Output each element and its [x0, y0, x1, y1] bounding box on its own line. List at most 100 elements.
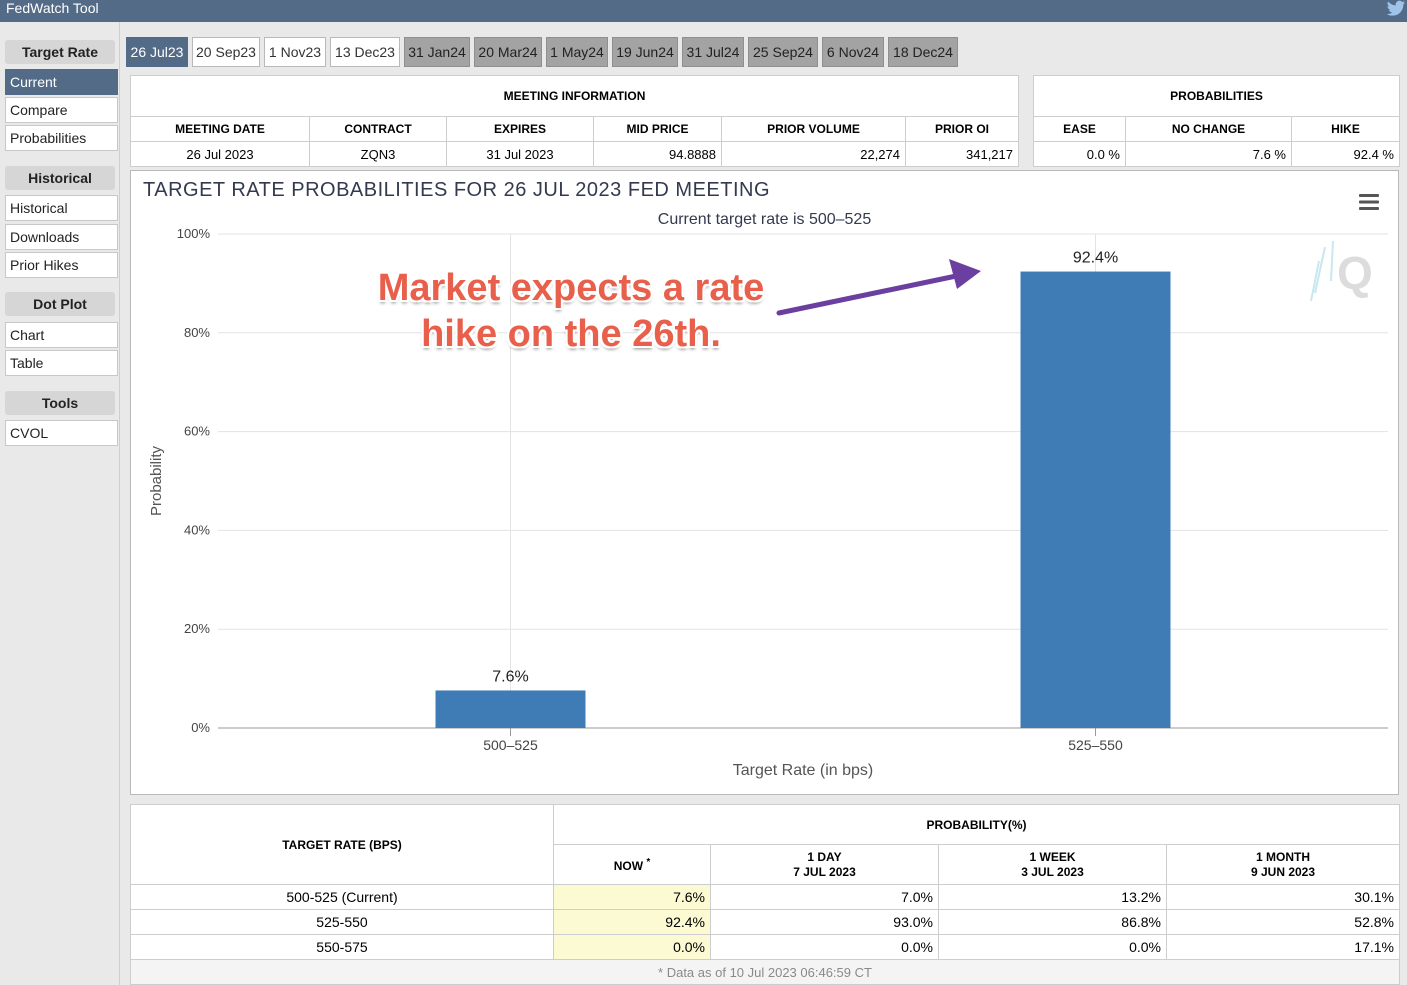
bar: [1020, 271, 1171, 728]
now-cell: 92.4%: [553, 909, 711, 935]
column-label: 1 MONTH: [1256, 849, 1310, 864]
probability-bar-chart: 0% 20% 40% 60% 80% 100% 7.6% 500–525 92.4% 525–55…: [148, 226, 1388, 779]
sidebar-item-historical[interactable]: Historical: [5, 195, 118, 221]
main-content: 26 Jul23 20 Sep23 1 Nov23 13 Dec23 31 Ja…: [120, 22, 1407, 985]
probabilities-title: PROBABILITIES: [1033, 75, 1400, 117]
x-tick-label: 525–550: [1068, 737, 1123, 753]
column-label: NOW: [613, 858, 644, 873]
tab-meeting[interactable]: 19 Jun24: [612, 37, 678, 67]
expires-value: 31 Jul 2023: [446, 141, 594, 167]
data-label: 7.6%: [492, 668, 528, 685]
chart-panel: 0% 20% 40% 60% 80% 100% 7.6% 500–525 92.4% 525–55…: [130, 170, 1399, 795]
tab-meeting[interactable]: 20 Mar24: [474, 37, 542, 67]
table-row: 550-575 0.0% 0.0% 0.0% 17.1%: [130, 934, 1400, 960]
sidebar-item-prior-hikes[interactable]: Prior Hikes: [5, 252, 118, 278]
y-tick-label: 40%: [184, 522, 210, 537]
tab-meeting[interactable]: 31 Jan24: [404, 37, 470, 67]
tab-meeting[interactable]: 26 Jul23: [126, 37, 188, 67]
prior-oi-value: 341,217: [905, 141, 1019, 167]
column-header: CONTRACT: [309, 116, 447, 142]
column-date: 3 JUL 2023: [1021, 864, 1084, 879]
svg-text:Q: Q: [1337, 247, 1373, 299]
now-cell: 0.0%: [553, 934, 711, 960]
tab-meeting[interactable]: 1 Nov23: [264, 37, 326, 67]
hamburger-menu-icon[interactable]: [1358, 193, 1380, 211]
rate-cell: 500-525 (Current): [130, 884, 554, 910]
no-change-value: 7.6 %: [1125, 141, 1292, 167]
data-label: 92.4%: [1073, 250, 1118, 267]
meeting-date-value: 26 Jul 2023: [130, 141, 310, 167]
x-axis-title: Target Rate (in bps): [733, 762, 874, 779]
value-cell: 93.0%: [710, 909, 939, 935]
probability-header: PROBABILITY(%): [553, 804, 1400, 845]
prior-volume-value: 22,274: [721, 141, 906, 167]
sidebar-item-compare[interactable]: Compare: [5, 97, 118, 123]
value-cell: 17.1%: [1166, 934, 1400, 960]
column-header-1-day: 1 DAY 7 JUL 2023: [710, 844, 939, 885]
sidebar-head-target-rate: Target Rate: [5, 40, 115, 64]
data-as-of-footnote: * Data as of 10 Jul 2023 06:46:59 CT: [130, 959, 1400, 985]
sidebar-item-chart[interactable]: Chart: [5, 322, 118, 348]
rate-cell: 550-575: [130, 934, 554, 960]
twitter-icon[interactable]: [1386, 0, 1406, 18]
y-tick-label: 20%: [184, 621, 210, 636]
tab-meeting[interactable]: 18 Dec24: [888, 37, 958, 67]
sidebar-head-dot-plot: Dot Plot: [5, 292, 115, 316]
meeting-info-table: MEETING INFORMATION MEETING DATE CONTRAC…: [130, 75, 1019, 167]
sidebar-item-cvol[interactable]: CVOL: [5, 420, 118, 446]
sidebar-head-historical: Historical: [5, 166, 115, 190]
cme-q-logo-icon: Q: [1310, 240, 1373, 302]
value-cell: 30.1%: [1166, 884, 1400, 910]
column-header: MEETING DATE: [130, 116, 310, 142]
value-cell: 0.0%: [938, 934, 1167, 960]
sidebar-item-current[interactable]: Current: [5, 69, 118, 95]
mid-price-value: 94.8888: [593, 141, 722, 167]
value-cell: 13.2%: [938, 884, 1167, 910]
tab-meeting[interactable]: 25 Sep24: [748, 37, 818, 67]
column-header: EXPIRES: [446, 116, 594, 142]
rate-cell: 525-550: [130, 909, 554, 935]
column-header-1-month: 1 MONTH 9 JUN 2023: [1166, 844, 1400, 885]
sidebar: Target Rate Current Compare Probabilitie…: [0, 22, 120, 985]
annotation-text: Market expects a rate hike on the 26th.: [377, 267, 765, 355]
tab-meeting[interactable]: 13 Dec23: [330, 37, 400, 67]
value-cell: 52.8%: [1166, 909, 1400, 935]
sidebar-item-downloads[interactable]: Downloads: [5, 224, 118, 250]
value-cell: 7.0%: [710, 884, 939, 910]
sidebar-head-tools: Tools: [5, 391, 115, 415]
tab-meeting[interactable]: 1 May24: [546, 37, 608, 67]
tab-meeting[interactable]: 20 Sep23: [192, 37, 260, 67]
value-cell: 86.8%: [938, 909, 1167, 935]
table-row: 525-550 92.4% 93.0% 86.8% 52.8%: [130, 909, 1400, 935]
column-header: EASE: [1033, 116, 1126, 142]
column-header: HIKE: [1291, 116, 1400, 142]
sidebar-item-probabilities[interactable]: Probabilities: [5, 125, 118, 151]
table-row: 500-525 (Current) 7.6% 7.0% 13.2% 30.1%: [130, 884, 1400, 910]
ease-value: 0.0 %: [1033, 141, 1126, 167]
hike-value: 92.4 %: [1291, 141, 1400, 167]
column-header: PRIOR VOLUME: [721, 116, 906, 142]
footnote-row: * Data as of 10 Jul 2023 06:46:59 CT: [130, 959, 1400, 985]
sidebar-item-table[interactable]: Table: [5, 350, 118, 376]
column-date: 7 JUL 2023: [793, 864, 856, 879]
y-tick-label: 100%: [177, 226, 211, 241]
probability-table: TARGET RATE (BPS) PROBABILITY(%) NOW * 1…: [130, 804, 1400, 985]
now-footnote-marker: *: [646, 856, 651, 868]
column-header-now: NOW *: [553, 844, 711, 885]
column-label: 1 DAY: [807, 849, 842, 864]
y-tick-label: 0%: [191, 720, 210, 735]
column-header: NO CHANGE: [1125, 116, 1292, 142]
top-bar: FedWatch Tool: [0, 0, 1407, 22]
y-tick-label: 60%: [184, 424, 210, 439]
chart-subtitle: Current target rate is 500–525: [657, 211, 872, 228]
tab-meeting[interactable]: 6 Nov24: [822, 37, 884, 67]
column-header: MID PRICE: [593, 116, 722, 142]
column-label: 1 WEEK: [1029, 849, 1076, 864]
column-header-1-week: 1 WEEK 3 JUL 2023: [938, 844, 1167, 885]
tab-meeting[interactable]: 31 Jul24: [682, 37, 744, 67]
annotation-arrow: [776, 259, 981, 316]
target-rate-header: TARGET RATE (BPS): [130, 804, 554, 885]
chart-labels: 0% 20% 40% 60% 80% 100% 7.6% 500–525 92.4% 525–55…: [148, 226, 1123, 779]
x-tick-label: 500–525: [483, 737, 538, 753]
probabilities-table: PROBABILITIES EASE NO CHANGE HIKE 0.0 % …: [1033, 75, 1400, 167]
